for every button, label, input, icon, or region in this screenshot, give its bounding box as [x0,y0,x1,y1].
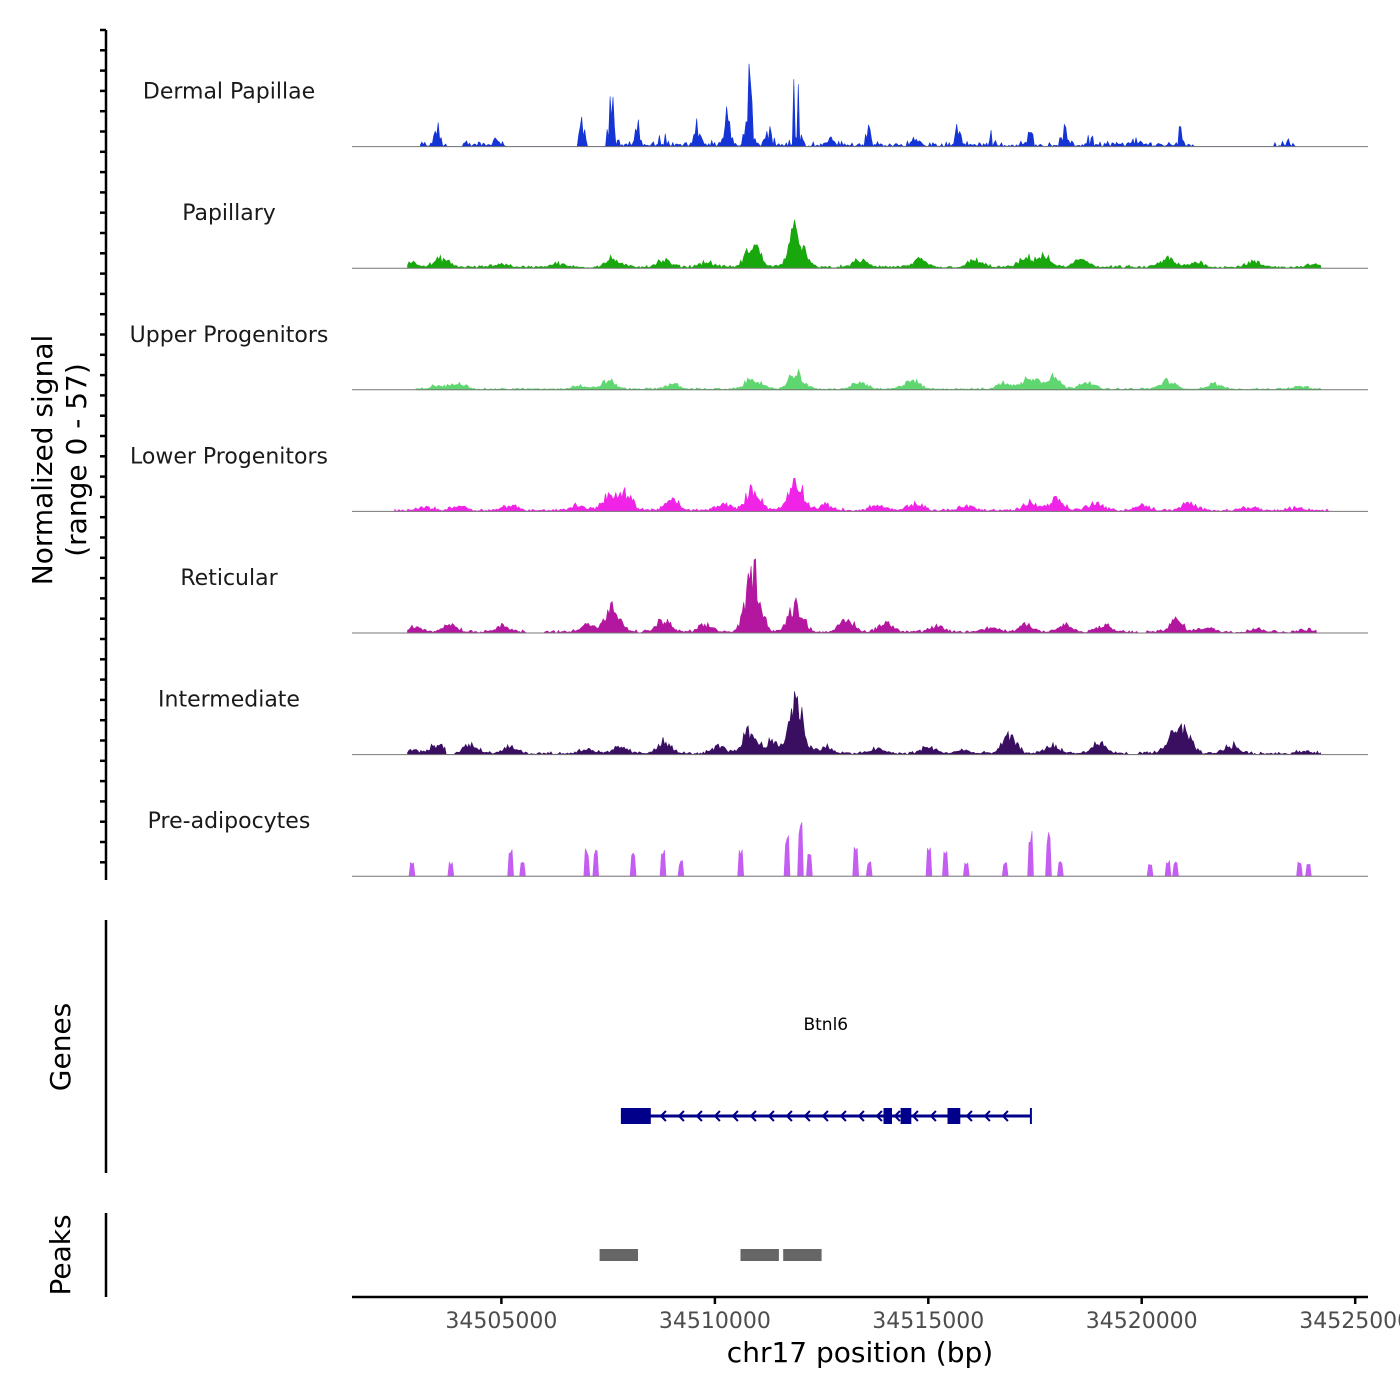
coverage-tracks: Dermal Papillae Papillary Upper Progenitor… [130,63,1368,877]
strand-arrow [857,1110,865,1122]
genes-panel-label: Genes [44,1003,77,1091]
x-tick-label: 34525000 [1299,1309,1400,1334]
track-label: Intermediate [158,688,300,713]
strand-arrow [677,1110,685,1122]
track-label: Lower Progenitors [130,444,328,469]
track-label: Upper Progenitors [130,323,329,348]
track-label: Papillary [182,201,276,226]
peak-region [783,1249,822,1261]
coverage-track: Papillary [182,201,1368,269]
strand-arrow [731,1110,739,1122]
strand-arrow [749,1110,757,1122]
coverage-area [407,558,1318,634]
strand-arrow [695,1110,703,1122]
coverage-track: Intermediate [158,688,1368,756]
strand-arrow [803,1110,811,1122]
exon-block [620,1108,638,1124]
strand-arrow [659,1110,667,1122]
y-axis-title: Normalized signal (range 0 - 57) [26,335,93,586]
peak-region [599,1249,638,1261]
x-tick-label: 34520000 [1086,1309,1198,1334]
x-tick-label: 34510000 [659,1309,771,1334]
strand-arrow [839,1110,847,1122]
coverage-area [394,477,1330,512]
strand-arrow [983,1110,991,1122]
exon-block [947,1108,961,1124]
x-axis-title: chr17 position (bp) [727,1336,993,1369]
peaks-track [599,1249,822,1261]
strand-arrow [821,1110,829,1122]
exon-block [900,1108,912,1124]
x-tick-label: 34505000 [445,1309,557,1334]
y-axis-title-line1: Normalized signal [26,335,59,586]
gene-track: Btnl6 [620,1015,1032,1124]
strand-arrow [893,1110,901,1122]
peaks-panel-label: Peaks [44,1214,77,1295]
strand-arrow [785,1110,793,1122]
exon-block [1029,1108,1032,1124]
coverage-area [407,219,1322,269]
coverage-track: Dermal Papillae [143,63,1368,148]
genes-panel-title: Genes [44,1003,77,1091]
track-label: Reticular [180,566,278,591]
strand-arrow [875,1110,883,1122]
coverage-track: Pre-adipocytes [148,809,1368,877]
exon-block [883,1108,892,1124]
strand-arrow [1001,1110,1009,1122]
peaks-panel-title: Peaks [44,1214,77,1295]
coverage-track: Upper Progenitors [130,323,1368,391]
coverage-track: Lower Progenitors [130,444,1368,512]
peak-region [740,1249,779,1261]
coverage-area [420,63,1297,148]
coverage-area [415,368,1322,391]
coverage-track: Reticular [180,558,1368,634]
strand-arrow [929,1110,937,1122]
strand-arrow [713,1110,721,1122]
track-label: Dermal Papillae [143,80,315,105]
y-axis-title-line2: (range 0 - 57) [60,363,93,557]
strand-arrow [965,1110,973,1122]
coverage-area [407,691,1322,756]
strand-arrow [911,1110,919,1122]
gene-label: Btnl6 [803,1015,848,1035]
x-axis-ticks: 34505000 34510000 34515000 34520000 34525000 [445,1297,1400,1334]
coverage-area [407,822,1321,877]
strand-arrow [767,1110,775,1122]
coverage-y-ticks [100,28,106,864]
track-label: Pre-adipocytes [148,809,311,834]
x-tick-label: 34515000 [872,1309,984,1334]
exon-block [638,1108,651,1124]
